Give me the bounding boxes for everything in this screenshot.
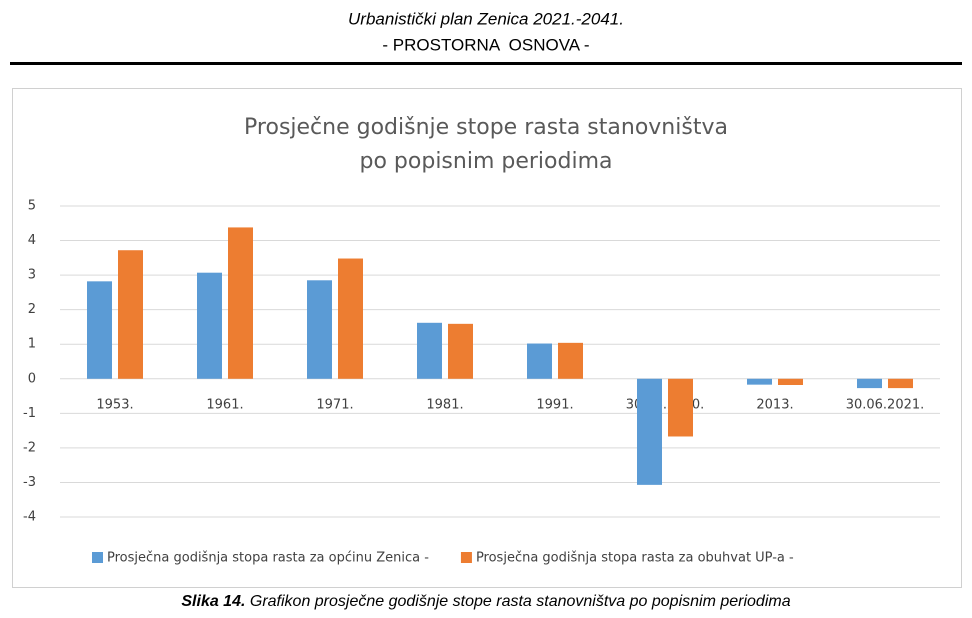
bar xyxy=(668,378,693,437)
x-tick-label: 1953. xyxy=(96,397,133,412)
chart-title: Prosječne godišnje stope rasta stanovniš… xyxy=(244,115,728,140)
y-tick-label: 5 xyxy=(28,199,36,214)
bar xyxy=(338,258,363,379)
legend-label: Prosječna godišnja stopa rasta za obuhva… xyxy=(476,551,794,566)
legend-swatch xyxy=(92,552,103,563)
x-tick-label: 30.06.2021. xyxy=(846,397,925,412)
bar xyxy=(888,378,913,389)
y-tick-label: -3 xyxy=(23,475,36,490)
bar xyxy=(747,378,772,385)
y-tick-label: -4 xyxy=(23,510,36,525)
bar xyxy=(558,342,583,379)
bar xyxy=(527,343,552,379)
caption-label: Slika 14. xyxy=(181,593,245,610)
legend-label: Prosječna godišnja stopa rasta za općinu… xyxy=(107,551,429,566)
x-tick-label: 2013. xyxy=(756,397,793,412)
bar xyxy=(417,322,442,379)
x-tick-label: 1971. xyxy=(316,397,353,412)
caption-text: Grafikon prosječne godišnje stope rasta … xyxy=(245,593,790,610)
header-line1: Urbanistički plan Zenica 2021.-2041. xyxy=(348,9,624,28)
bar xyxy=(637,378,662,485)
header-rule xyxy=(10,62,962,65)
y-tick-label: 2 xyxy=(28,302,36,317)
bar xyxy=(87,281,112,379)
header-line2: - PROSTORNA OSNOVA - xyxy=(382,35,589,54)
bar xyxy=(448,323,473,379)
bar xyxy=(197,272,222,379)
legend-swatch xyxy=(460,552,472,563)
caption: Slika 14. Grafikon prosječne godišnje st… xyxy=(181,593,790,610)
y-tick-label: -1 xyxy=(23,406,36,421)
chart-title: po popisnim periodima xyxy=(360,149,613,174)
bar xyxy=(118,250,143,379)
bar xyxy=(307,280,332,379)
chart-frame xyxy=(12,88,962,588)
bar xyxy=(778,378,803,385)
bar xyxy=(228,227,253,379)
x-tick-label: 1981. xyxy=(426,397,463,412)
x-tick-label: 1961. xyxy=(206,397,243,412)
y-tick-label: 1 xyxy=(28,337,36,352)
x-tick-label: 1991. xyxy=(536,397,573,412)
bar xyxy=(857,378,882,389)
y-tick-label: 4 xyxy=(28,233,36,248)
y-tick-label: 0 xyxy=(28,371,36,386)
y-tick-label: -2 xyxy=(23,440,36,455)
y-tick-label: 3 xyxy=(28,268,36,283)
